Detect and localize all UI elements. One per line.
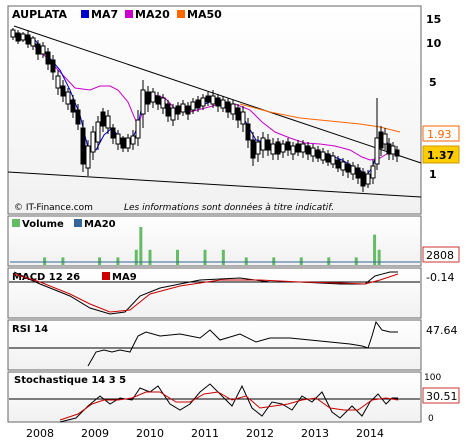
chart-title: AUPLATA [12, 8, 67, 21]
stochastic-d-line [59, 391, 399, 421]
rsi-panel [7, 319, 422, 371]
volume-bar-4 [134, 249, 138, 265]
volume-bar-6 [148, 249, 152, 265]
stochastic-tick-0: 0 [428, 414, 434, 424]
volume-bar-0 [43, 257, 47, 265]
price-panel [7, 5, 422, 215]
ma50-value-badge [422, 125, 460, 142]
x-tick-label-2012: 2012 [246, 427, 274, 440]
stochastic-value-text: 30.51 [426, 390, 458, 403]
x-tick-label-2009: 2009 [81, 427, 109, 440]
volume-bar-14 [354, 257, 358, 265]
volume-bar-16 [377, 249, 381, 265]
macd-line [13, 271, 398, 315]
ma50-legend-swatch [177, 10, 185, 18]
rsi-line [87, 320, 398, 367]
x-tick-label-2008: 2008 [26, 427, 54, 440]
y-tick-5: 5 [429, 76, 437, 89]
last-price-text: 1.37 [427, 149, 454, 162]
volume-bar-1 [61, 257, 65, 265]
volume-ma20-legend-swatch [74, 219, 82, 227]
volume-bar-5 [139, 227, 143, 265]
volume-bar-13 [327, 257, 331, 265]
rsi-value-text: 47.64 [426, 324, 458, 337]
y-tick-1: 1 [429, 168, 437, 181]
support-trendline [7, 171, 422, 198]
volume-bar-11 [272, 257, 276, 265]
x-tick-label-2010: 2010 [136, 427, 164, 440]
rsi-legend-label: RSI 14 [12, 324, 48, 335]
volume-bar-15 [373, 234, 377, 265]
x-tick-label-2013: 2013 [301, 427, 329, 440]
ma7-legend-swatch [81, 10, 89, 18]
stochastic-k-line [59, 383, 398, 423]
volume-bar-10 [244, 257, 248, 265]
ma50-legend-label: MA50 [187, 8, 222, 21]
disclaimer-text: Les informations sont données à titre in… [124, 202, 334, 213]
stochastic-tick-100: 100 [424, 373, 441, 383]
volume-bar-8 [203, 249, 207, 265]
volume-value-text: 2808 [426, 249, 454, 262]
volume-legend-swatch [12, 219, 20, 227]
volume-ma20-legend-label: MA20 [84, 219, 116, 230]
stochastic-legend-label: Stochastique 14 3 5 [14, 375, 126, 386]
macd-ma9-line [13, 273, 399, 313]
last-price-badge [422, 145, 460, 164]
stochastic-panel [7, 371, 422, 423]
ma50-line [239, 103, 401, 133]
x-tick-label-2011: 2011 [191, 427, 219, 440]
x-axis: 2008 2009 2010 2011 2012 2013 2014 [26, 427, 384, 440]
macd-panel [7, 267, 422, 319]
volume-value-badge [422, 246, 460, 263]
macd-ma9-legend-swatch [102, 272, 110, 280]
ma20-legend-swatch [125, 10, 133, 18]
volume-bars [43, 227, 381, 265]
y-tick-10: 10 [426, 37, 442, 50]
volume-bar-9 [221, 249, 225, 265]
macd-legend-label: MACD 12 26 [12, 272, 80, 283]
volume-bar-7 [176, 249, 179, 265]
y-tick-15: 15 [426, 13, 441, 26]
macd-ma9-legend-label: MA9 [112, 272, 137, 283]
price-candles [10, 28, 400, 192]
stochastic-value-badge [422, 387, 460, 404]
volume-bar-3 [116, 257, 120, 265]
macd-value-text: -0.14 [426, 271, 454, 284]
volume-bar-2 [98, 257, 102, 265]
copyright-text: © IT-Finance.com [14, 203, 93, 213]
ma7-legend-label: MA7 [91, 8, 118, 21]
ma20-legend-label: MA20 [135, 8, 170, 21]
ma50-value-text: 1.93 [427, 128, 452, 141]
volume-panel [7, 215, 422, 267]
volume-legend-label: Volume [22, 219, 64, 230]
x-tick-label-2014: 2014 [356, 427, 384, 440]
volume-bar-12 [299, 257, 303, 265]
